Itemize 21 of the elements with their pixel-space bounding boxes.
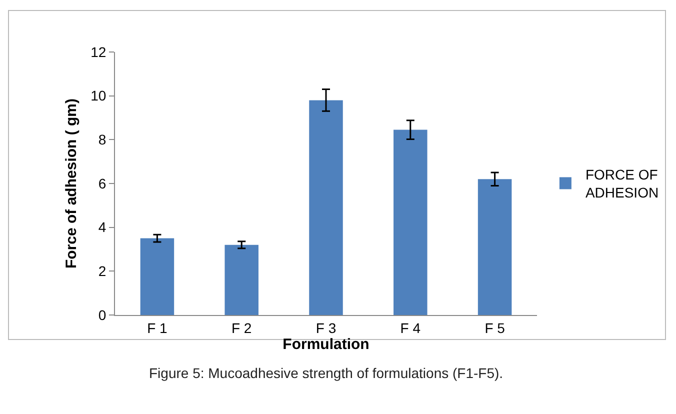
y-tick-label: 6 — [98, 175, 106, 192]
y-tick-label: 0 — [98, 306, 106, 323]
x-tick-label: F 1 — [147, 320, 168, 336]
y-tick-label: 8 — [98, 132, 106, 148]
y-axis-title: Force of adhesion ( gm) — [62, 98, 80, 269]
y-tick-label: 4 — [98, 219, 106, 236]
x-tick-label: F 5 — [484, 320, 506, 336]
x-axis-title: Formulation — [282, 336, 370, 353]
legend-label: FORCE OF ADHESION — [585, 166, 659, 201]
bar — [309, 100, 343, 315]
bar — [478, 179, 512, 315]
x-tick-label: F 3 — [316, 320, 336, 336]
bar — [140, 238, 174, 315]
y-tick-label: 12 — [90, 44, 106, 60]
caption: Figure 5: Mucoadhesive strength of formulations (F1-F5). — [149, 365, 504, 381]
y-tick-label: 10 — [90, 88, 106, 104]
bar — [394, 130, 428, 315]
y-tick-label: 2 — [98, 263, 106, 280]
bar — [224, 244, 258, 315]
x-tick-label: F 4 — [400, 320, 421, 336]
x-tick-label: F 2 — [231, 320, 252, 336]
